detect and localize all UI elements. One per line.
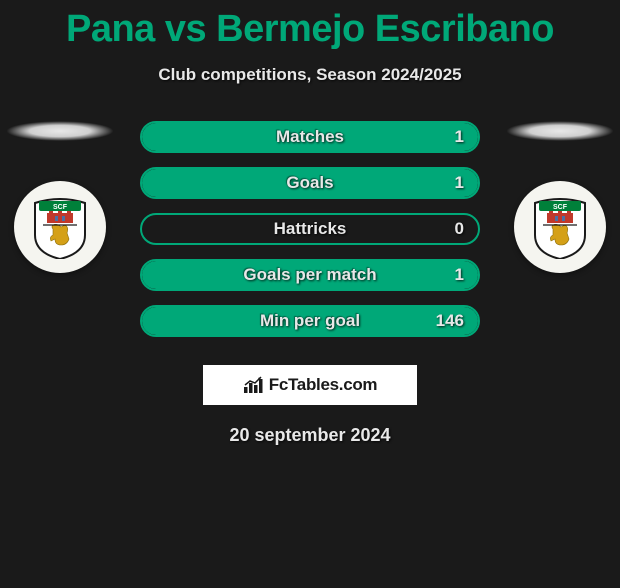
stat-value: 1 (455, 261, 464, 289)
stat-row: Goals1 (140, 167, 480, 199)
left-club-initials: SCF (53, 204, 68, 211)
comparison-area: SCF Matches1Goals1Hattricks0Goals per ma… (0, 121, 620, 337)
right-player-column: SCF (500, 121, 620, 273)
left-club-badge: SCF (14, 181, 106, 273)
stat-label: Min per goal (142, 307, 478, 335)
stat-row: Goals per match1 (140, 259, 480, 291)
stat-value: 1 (455, 169, 464, 197)
stat-label: Matches (142, 123, 478, 151)
left-club-crest-icon: SCF (33, 195, 87, 259)
date-text: 20 september 2024 (0, 425, 620, 446)
stat-row: Min per goal146 (140, 305, 480, 337)
brand-logo[interactable]: FcTables.com (203, 365, 417, 405)
right-club-initials: SCF (553, 204, 568, 211)
right-player-shadow (506, 121, 614, 141)
right-club-badge: SCF (514, 181, 606, 273)
left-player-column: SCF (0, 121, 120, 273)
stat-value: 0 (455, 215, 464, 243)
brand-logo-text: FcTables.com (269, 375, 378, 395)
left-player-shadow (6, 121, 114, 141)
right-club-crest-icon: SCF (533, 195, 587, 259)
stat-row: Hattricks0 (140, 213, 480, 245)
stat-value: 1 (455, 123, 464, 151)
subtitle: Club competitions, Season 2024/2025 (0, 65, 620, 85)
page-title: Pana vs Bermejo Escribano (0, 8, 620, 51)
stat-value: 146 (436, 307, 464, 335)
stat-label: Goals (142, 169, 478, 197)
stat-label: Goals per match (142, 261, 478, 289)
stat-label: Hattricks (142, 215, 478, 243)
stat-row: Matches1 (140, 121, 480, 153)
bar-chart-icon (243, 376, 265, 394)
stats-column: Matches1Goals1Hattricks0Goals per match1… (140, 121, 480, 337)
